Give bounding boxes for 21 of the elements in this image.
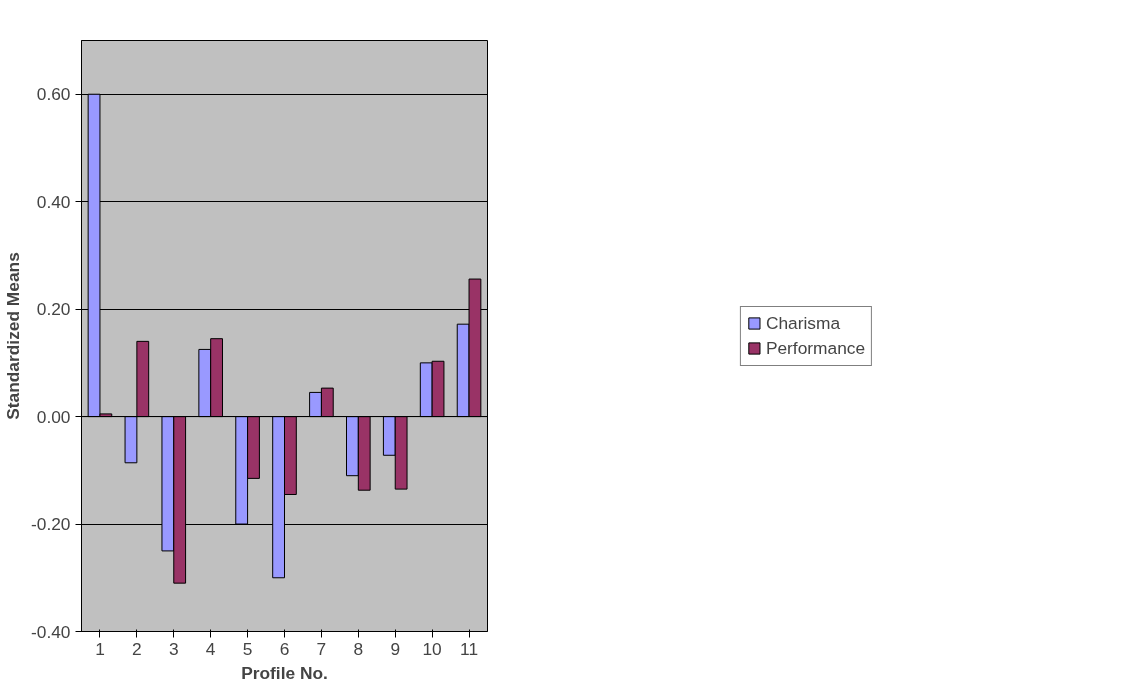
- y-tick-label: 0.60: [36, 84, 71, 105]
- x-tick-label: 4: [205, 638, 216, 659]
- x-tick-label: 7: [316, 638, 327, 659]
- y-axis-title: Standardized Means: [3, 252, 23, 420]
- y-tick-label: -0.20: [31, 514, 71, 535]
- y-tick-label: 0.40: [36, 191, 71, 212]
- x-tick-label: 1: [95, 638, 105, 659]
- x-tick-label: 8: [353, 638, 364, 659]
- y-tick-label: 0.00: [36, 406, 71, 427]
- x-tick-label: 9: [390, 638, 401, 659]
- x-tick-label: 6: [279, 638, 290, 659]
- x-tick-label: 10: [422, 638, 442, 659]
- x-tick-label: 2: [132, 638, 142, 659]
- x-tick-label: 3: [168, 638, 179, 659]
- x-tick-label: 11: [460, 638, 479, 659]
- y-tick-label: -0.40: [31, 621, 71, 642]
- x-tick-label: 5: [242, 638, 253, 659]
- x-axis-title: Profile No.: [241, 662, 328, 683]
- legend-label: Charisma: [765, 312, 841, 334]
- legend-label: Performance: [765, 337, 866, 359]
- y-tick-label: 0.20: [36, 299, 71, 320]
